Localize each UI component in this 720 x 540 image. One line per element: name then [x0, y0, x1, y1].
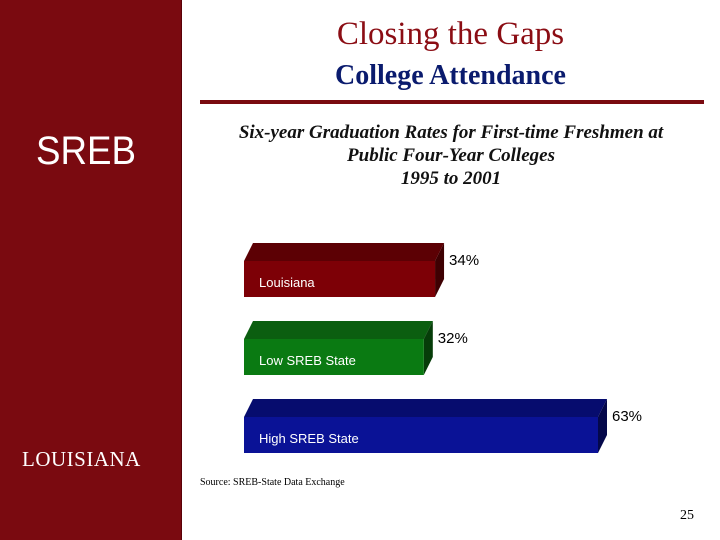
chart-title-line: 1995 to 2001 — [400, 168, 502, 189]
bar — [244, 261, 436, 297]
bar-top-face — [244, 243, 445, 261]
bar-side-face — [435, 243, 445, 297]
bar-value-label: 63% — [612, 408, 642, 425]
bar-value-label: 34% — [449, 252, 479, 269]
bar-side-face — [423, 321, 433, 375]
bar — [244, 417, 598, 453]
page-number: 25 — [680, 508, 694, 523]
chart-title: Six-year Graduation Rates for First-time… — [196, 121, 706, 190]
bar-side-face — [598, 399, 607, 453]
title-divider — [200, 100, 704, 104]
chart-title-line: Public Four-Year Colleges — [347, 145, 555, 166]
bar-category-label: Louisiana — [259, 275, 315, 290]
svg-text:SREB: SREB — [36, 129, 136, 173]
bar-category-label: High SREB State — [259, 431, 359, 446]
slide-title: Closing the Gaps — [336, 16, 565, 52]
bar-value-label: 32% — [438, 330, 468, 347]
slide-subtitle: College Attendance — [335, 60, 566, 91]
bar — [244, 339, 424, 375]
bar-top-face — [244, 399, 607, 417]
bar-chart: Louisiana 34% Low SREB State 32% High SREB S… — [244, 243, 642, 453]
bar-top-face — [244, 321, 433, 339]
sreb-logo: SREB — [36, 129, 136, 173]
source-note: Source: SREB-State Data Exchange — [200, 477, 345, 488]
sidebar-band: SREB LOUISIANA — [0, 0, 182, 540]
state-label: LOUISIANA — [22, 447, 141, 471]
bar-category-label: Low SREB State — [259, 353, 356, 368]
chart-title-line: Six-year Graduation Rates for First-time… — [238, 122, 664, 143]
